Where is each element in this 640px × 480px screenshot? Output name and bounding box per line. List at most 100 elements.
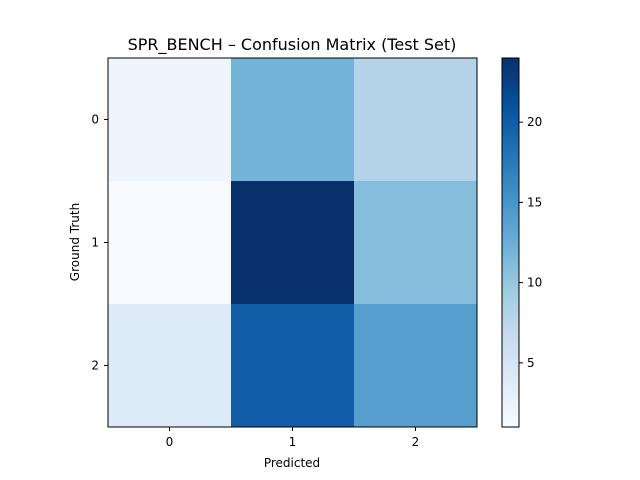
colorbar-segment [502, 233, 519, 238]
colorbar-segment [502, 216, 519, 221]
colorbar-segment [502, 107, 519, 111]
x-tick-label-1: 1 [289, 435, 297, 449]
colorbar-segment [502, 81, 519, 85]
colorbar-segment [502, 401, 519, 405]
colorbar-segment [502, 277, 519, 281]
colorbar-segment [502, 98, 519, 102]
colorbar-segment [502, 285, 519, 290]
colorbar-segment [502, 190, 519, 195]
colorbar-segment [502, 398, 519, 402]
heatmap-cell-r1-c0 [108, 181, 232, 305]
colorbar-segment [502, 354, 519, 359]
colorbar-segment [502, 219, 519, 223]
colorbar-segment [502, 213, 519, 218]
heatmap-cell-r0-c1 [231, 58, 355, 182]
colorbar-segment [502, 225, 519, 229]
colorbar-segment [502, 415, 519, 419]
colorbar-segment [502, 389, 519, 394]
colorbar-tick-label-10: 10 [527, 276, 542, 290]
colorbar-segment [502, 242, 519, 246]
colorbar-segment [502, 210, 519, 215]
colorbar-segment [502, 360, 519, 365]
colorbar-segment [502, 118, 519, 123]
colorbar-segment [502, 303, 519, 307]
colorbar-segment [502, 349, 519, 353]
colorbar-tick-label-20: 20 [527, 115, 542, 129]
y-tick-label-2: 2 [91, 359, 99, 373]
colorbar-segment [502, 383, 519, 388]
colorbar-segment [502, 130, 519, 134]
colorbar-segment [502, 222, 519, 226]
y-tick-label-0: 0 [91, 113, 99, 127]
colorbar-segment [502, 153, 519, 157]
colorbar-segment [502, 424, 519, 428]
colorbar-segment [502, 288, 519, 293]
colorbar-tick-label-15: 15 [527, 195, 542, 209]
colorbar-segment [502, 193, 519, 197]
colorbar-segment [502, 138, 519, 143]
colorbar-segment [502, 251, 519, 255]
colorbar-segment [502, 256, 519, 261]
colorbar-segment [502, 239, 519, 244]
colorbar-segment [502, 86, 519, 91]
colorbar-segment [502, 187, 519, 192]
colorbar-segment [502, 409, 519, 414]
colorbar-segment [502, 135, 519, 140]
colorbar-segment [502, 300, 519, 304]
colorbar-segment [502, 202, 519, 206]
colorbar-segment [502, 357, 519, 362]
colorbar-segment [502, 259, 519, 264]
colorbar-segment [502, 317, 519, 321]
colorbar-segment [502, 328, 519, 333]
colorbar-segment [502, 141, 519, 146]
colorbar-segment [502, 346, 519, 350]
colorbar-segment [502, 164, 519, 169]
colorbar-segment [502, 228, 519, 232]
colorbar-segment [502, 377, 519, 382]
colorbar-segment [502, 311, 519, 316]
colorbar-segment [502, 104, 519, 108]
colorbar-segment [502, 207, 519, 212]
colorbar-segment [502, 274, 519, 278]
heatmap-cell-r0-c0 [108, 58, 232, 182]
colorbar-segment [502, 184, 519, 189]
colorbar-segment [502, 268, 519, 272]
heatmap-cell-r1-c1 [231, 181, 355, 305]
colorbar-segment [502, 380, 519, 385]
colorbar-segment [502, 297, 519, 301]
colorbar-segment [502, 412, 519, 417]
colorbar-segment [502, 127, 519, 131]
colorbar-segment [502, 294, 519, 298]
colorbar-segment [502, 92, 519, 97]
colorbar-segment [502, 331, 519, 336]
colorbar-segment [502, 58, 519, 62]
colorbar-segment [502, 386, 519, 391]
colorbar-segment [502, 305, 519, 310]
y-tick-label-1: 1 [91, 236, 99, 250]
colorbar-segment [502, 254, 519, 258]
colorbar-segment [502, 403, 519, 408]
colorbar-segment [502, 326, 519, 330]
colorbar-segment [502, 271, 519, 275]
colorbar-segment [502, 395, 519, 399]
colorbar-segment [502, 248, 519, 252]
colorbar-segment [502, 156, 519, 160]
y-axis-label: Ground Truth [68, 203, 82, 281]
colorbar-segment [502, 158, 519, 163]
colorbar-segment [502, 63, 519, 68]
colorbar-segment [502, 245, 519, 249]
colorbar-segment [502, 320, 519, 324]
colorbar-segment [502, 161, 519, 166]
colorbar-segment [502, 150, 519, 154]
colorbar-segment [502, 265, 519, 270]
colorbar-segment [502, 262, 519, 267]
colorbar-tick-label-5: 5 [527, 356, 535, 370]
colorbar-segment [502, 366, 519, 370]
colorbar-segment [502, 75, 519, 79]
colorbar-segment [502, 69, 519, 74]
colorbar-segment [502, 314, 519, 319]
colorbar-segment [502, 179, 519, 183]
colorbar-segment [502, 291, 519, 295]
colorbar-segment [502, 101, 519, 105]
